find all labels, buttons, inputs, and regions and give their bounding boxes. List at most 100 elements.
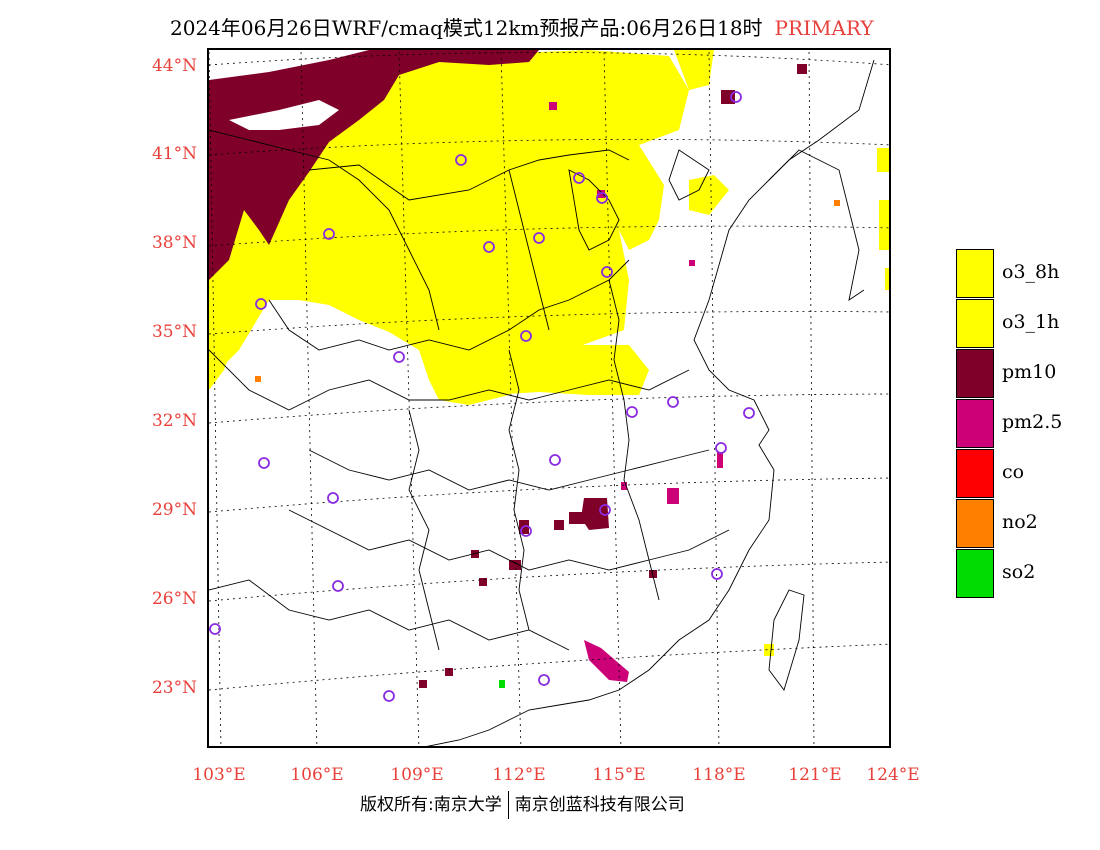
- lon-label: 106°E: [290, 765, 344, 785]
- province-border-8: [608, 279, 660, 601]
- station-marker: [520, 525, 532, 537]
- lat-label: 38°N: [151, 233, 197, 253]
- meridian-118: [708, 50, 720, 746]
- station-marker: [520, 330, 532, 342]
- station-marker: [715, 442, 727, 454]
- pm25-spot-5: [689, 260, 695, 266]
- station-marker: [538, 674, 550, 686]
- title-text: 2024年06月26日WRF/cmaq模式12km预报产品:06月26日18时: [170, 16, 763, 40]
- meridian-103: [209, 50, 222, 746]
- map-frame[interactable]: [207, 48, 891, 748]
- lat-label: 44°N: [151, 56, 197, 76]
- pm10-spot-5: [471, 550, 479, 558]
- station-marker: [332, 580, 344, 592]
- lat-label: 29°N: [151, 500, 197, 520]
- station-marker: [393, 351, 405, 363]
- footer-divider: [507, 791, 509, 819]
- pm10-spot-7: [649, 570, 657, 578]
- so2-spot-1: [499, 680, 505, 688]
- station-marker: [383, 690, 395, 702]
- bohai-coast: [668, 149, 710, 201]
- pm25-spot-3: [549, 102, 557, 110]
- legend-label: no2: [1002, 511, 1038, 533]
- legend-swatch: [956, 449, 994, 498]
- province-border-5: [209, 579, 570, 651]
- pm10-spot-1: [569, 512, 587, 524]
- meridian-109: [398, 50, 420, 746]
- parallel-44: [209, 52, 889, 66]
- station-marker: [258, 457, 270, 469]
- station-marker: [549, 454, 561, 466]
- station-marker: [730, 91, 742, 103]
- legend-swatch: [956, 499, 994, 548]
- province-border-1: [209, 349, 690, 411]
- lon-label: 121°E: [788, 765, 842, 785]
- station-marker: [667, 396, 679, 408]
- lat-label: 32°N: [151, 411, 197, 431]
- legend-label: co: [1002, 461, 1025, 483]
- lat-label: 26°N: [151, 589, 197, 609]
- station-marker: [323, 228, 335, 240]
- legend-label: so2: [1002, 561, 1036, 583]
- legend-swatch: [956, 399, 994, 448]
- pm25-spot-1: [667, 488, 679, 504]
- o3-bohai-patch: [689, 175, 729, 215]
- lon-label: 109°E: [390, 765, 444, 785]
- lon-label: 118°E: [692, 765, 746, 785]
- parallel-41: [209, 138, 889, 156]
- parallel-29: [209, 477, 889, 513]
- parallel-32: [209, 393, 889, 424]
- map-canvas: [209, 50, 889, 746]
- pm25-region: [549, 102, 723, 682]
- parallel-35: [209, 311, 889, 335]
- no2-spot-1: [834, 200, 840, 206]
- pm10-spot-9: [419, 680, 427, 688]
- legend-swatch: [956, 349, 994, 398]
- copyright-footer: 版权所有:南京大学 南京创蓝科技有限公司: [360, 790, 685, 819]
- station-marker: [533, 232, 545, 244]
- lon-label: 112°E: [492, 765, 546, 785]
- pm10-spot-11: [797, 64, 807, 74]
- station-marker: [711, 568, 723, 580]
- station-marker: [743, 407, 755, 419]
- legend-label: o3_1h: [1002, 311, 1060, 333]
- legend-label: pm2.5: [1002, 411, 1063, 433]
- station-marker: [209, 623, 221, 635]
- legend-label: o3_8h: [1002, 261, 1060, 283]
- legend-label: pm10: [1002, 361, 1057, 383]
- province-border-4: [288, 509, 730, 571]
- province-border-10: [508, 169, 550, 331]
- station-marker: [601, 266, 613, 278]
- lon-label: 124°E: [866, 765, 920, 785]
- meridian-115: [603, 50, 622, 746]
- o3-central-band: [429, 345, 649, 395]
- pm10-spot-4: [509, 560, 521, 570]
- o3-far-east-1: [877, 148, 889, 172]
- station-marker: [255, 298, 267, 310]
- pm10-spot-2: [554, 520, 564, 530]
- lat-label: 41°N: [151, 144, 197, 164]
- pm10-white-gap: [229, 100, 339, 130]
- pm25-spot-4: [717, 452, 723, 468]
- pm10-spot-6: [479, 578, 487, 586]
- province-border-9: [209, 129, 440, 331]
- o3-taiwan-patch: [764, 644, 774, 656]
- korea-border: [768, 149, 865, 301]
- parallel-23: [209, 643, 889, 691]
- province-border-11: [568, 169, 620, 251]
- legend-swatch: [956, 299, 994, 348]
- title-tag: PRIMARY: [774, 16, 874, 40]
- station-marker: [573, 172, 585, 184]
- province-border-7: [508, 349, 530, 631]
- pm25-spot-6: [597, 190, 605, 198]
- o3-west-edge: [209, 245, 244, 390]
- parallel-26: [209, 561, 889, 602]
- pm25-guangdong-band: [584, 640, 629, 682]
- province-border-3: [308, 449, 710, 491]
- company-text: 南京创蓝科技有限公司: [514, 795, 685, 815]
- o3-northeast-patch: [674, 50, 714, 90]
- copyright-text: 版权所有:南京大学: [360, 795, 502, 815]
- station-marker: [483, 241, 495, 253]
- lon-label: 103°E: [192, 765, 246, 785]
- legend-swatch: [956, 249, 994, 298]
